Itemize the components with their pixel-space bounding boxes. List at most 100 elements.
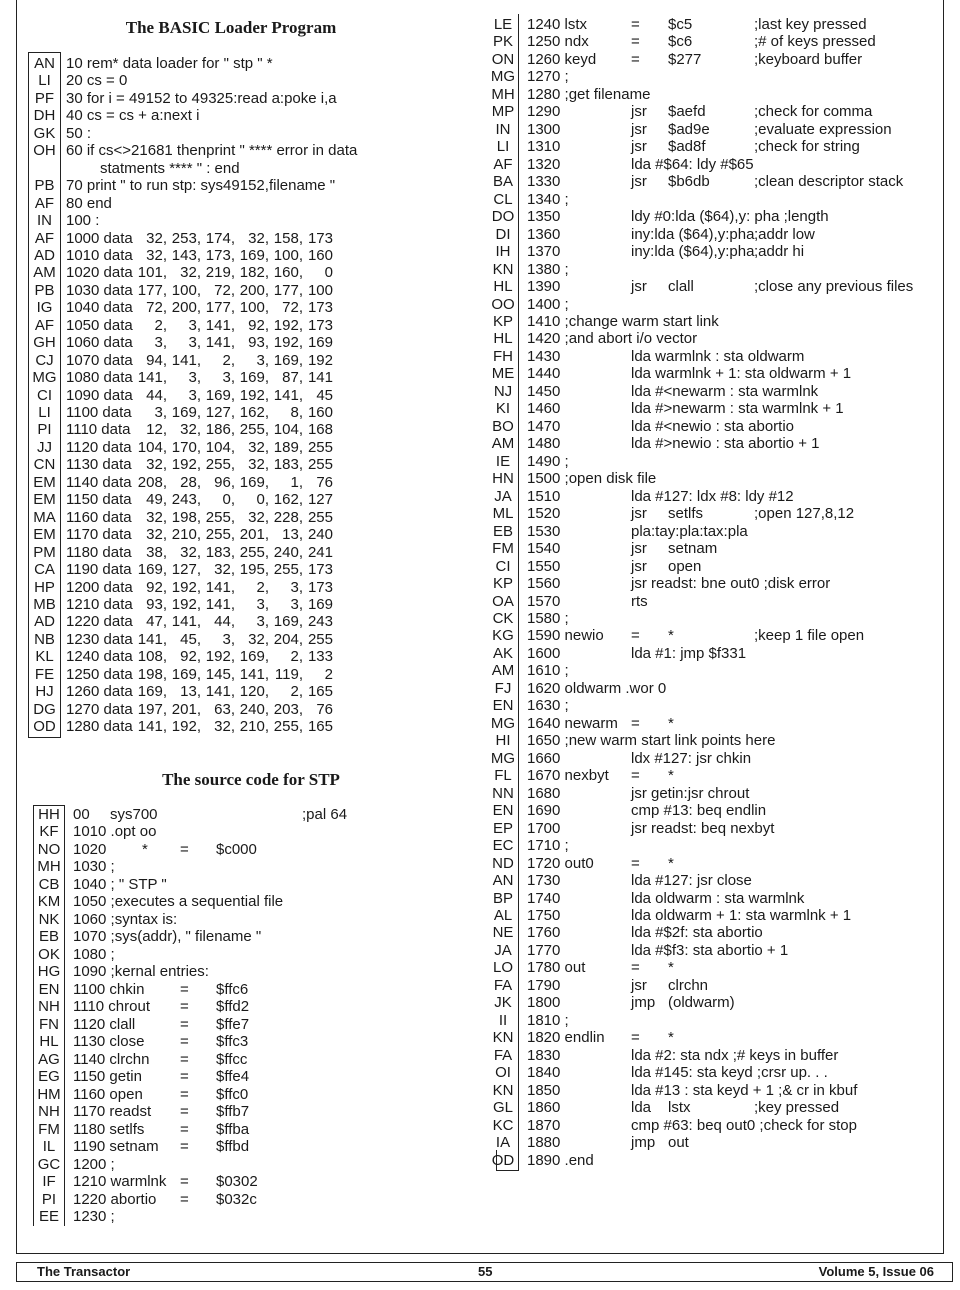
line-instruction: lda #127: ldx #8: ldy #12: [631, 487, 794, 505]
line-operand: setnam: [668, 540, 718, 558]
checksum-code: KP: [492, 575, 513, 593]
data-value: 32,: [248, 630, 269, 648]
data-value: 127,: [205, 404, 235, 421]
line-text: 1200 ;: [73, 1155, 115, 1173]
checksum-code: AM: [33, 264, 56, 282]
line-instruction: cmp #13: beq endlin: [631, 802, 767, 820]
line-text: 1120 data: [66, 438, 132, 456]
line-instruction: jsr: [631, 976, 647, 994]
line-comment: ;close any previous files: [754, 278, 914, 296]
data-values: 169, 13, 141, 120, 2, 165: [133, 683, 337, 701]
line-text: 1300: [527, 120, 561, 138]
data-values: 208, 28, 96, 169, 1, 76: [133, 474, 337, 492]
checksum-code: FA: [493, 1046, 513, 1064]
line-text: 1010 .opt oo: [73, 823, 157, 841]
line-text: 1100 chkin: [73, 980, 145, 998]
line-text: 1640 newarm: [527, 714, 618, 732]
data-value: 255,: [205, 456, 235, 474]
data-value: 108,: [137, 648, 167, 666]
checksum-code: IF: [42, 1173, 56, 1191]
line-text: 1070 ;sys(addr), " filename ": [73, 928, 262, 946]
data-values: 3, 3, 141, 93, 192, 169: [133, 334, 337, 352]
right-checksum-box-bottom: [496, 1170, 519, 1172]
data-value: 32,: [248, 508, 269, 526]
data-value: 32,: [248, 229, 269, 247]
data-value: 182,: [239, 264, 269, 282]
data-value: 47,: [146, 613, 167, 631]
line-instruction: =: [631, 959, 640, 977]
checksum-code: KP: [492, 312, 513, 330]
line-continuation: statments **** " : end: [100, 159, 240, 177]
data-value: 173: [307, 561, 333, 579]
data-value: 169,: [239, 246, 269, 264]
line-operand: $c000: [216, 840, 257, 858]
checksum-code: EE: [38, 1208, 59, 1226]
line-instruction: lda #<newio : sta abortio: [631, 417, 795, 435]
line-text: 1620 oldwarm .wor 0: [527, 679, 667, 697]
checksum-code: KF: [39, 823, 59, 841]
line-text: 30 for i = 49152 to 49325:read a:poke i,…: [66, 89, 337, 107]
checksum-code: AM: [491, 662, 515, 680]
checksum-code: EN: [492, 802, 514, 820]
line-text: 1500 ;open disk file: [527, 470, 657, 488]
checksum-code: PB: [34, 281, 55, 299]
line-instruction: iny:lda ($64),y:pha: [631, 225, 755, 243]
checksum-code: OA: [492, 592, 514, 610]
line-operand: $c6: [668, 33, 693, 51]
checksum-code: GL: [492, 1099, 513, 1117]
checksum-code: EM: [33, 526, 56, 544]
line-text: 50 :: [66, 124, 92, 142]
data-value: 32,: [248, 438, 269, 456]
data-value: 240: [307, 526, 333, 544]
line-comment: ;# of keys pressed: [754, 33, 876, 51]
checksum-code: FE: [34, 665, 55, 683]
data-value: 141,: [205, 683, 235, 701]
line-instruction: lda #127: jsr close: [631, 872, 752, 890]
data-value: 76: [316, 700, 333, 718]
source-checksum-box: [33, 805, 65, 1226]
data-value: 3,: [290, 595, 303, 613]
data-values: 3, 169, 127, 162, 8, 160: [133, 404, 337, 422]
line-instruction: lda #2: sta ndx ;# keys in buffer: [631, 1046, 839, 1064]
line-text: 1160 data: [66, 508, 132, 526]
data-value: 169,: [137, 683, 167, 701]
data-value: 141,: [137, 369, 167, 387]
checksum-code: KN: [492, 260, 514, 278]
checksum-code: KN: [492, 1081, 514, 1099]
checksum-code: HJ: [35, 683, 54, 701]
line-text: 1810 ;: [527, 1011, 569, 1029]
line-comment: ;evaluate expression: [754, 120, 892, 138]
line-text: 1200 data: [66, 578, 133, 596]
data-value: 169,: [239, 648, 269, 666]
data-values: 12, 32, 186, 255, 104, 168: [133, 421, 337, 439]
checksum-code: ML: [492, 505, 514, 523]
data-value: 195,: [239, 561, 269, 579]
line-text: 1470: [527, 417, 561, 435]
line-comment: ;addr low: [754, 225, 815, 243]
checksum-code: PK: [492, 33, 513, 51]
line-instruction: =: [180, 998, 189, 1016]
data-value: 243,: [171, 491, 201, 509]
data-value: 32,: [180, 543, 201, 561]
line-text: 1590 newio: [527, 627, 604, 645]
data-value: 127,: [171, 561, 201, 579]
line-text: 1340 ;: [527, 190, 569, 208]
checksum-code: OO: [491, 295, 515, 313]
data-value: 133: [307, 648, 333, 666]
line-text: 1880: [527, 1134, 561, 1152]
data-value: 169: [307, 334, 333, 352]
line-text: 1800: [527, 994, 561, 1012]
line-operand: $aefd: [668, 103, 706, 121]
line-text: 1130 data: [66, 456, 132, 474]
data-value: 169,: [273, 351, 303, 369]
data-value: 45,: [180, 630, 201, 648]
line-text: 1330: [527, 173, 561, 191]
line-text: 1250 data: [66, 665, 133, 683]
checksum-code: BO: [492, 417, 514, 435]
data-value: 63,: [214, 700, 235, 718]
checksum-code: KI: [495, 400, 511, 418]
data-value: 87,: [282, 369, 303, 387]
data-value: 3,: [256, 595, 269, 613]
line-text: 20 cs = 0: [66, 72, 128, 90]
data-values: 104, 170, 104, 32, 189, 255: [133, 439, 337, 457]
